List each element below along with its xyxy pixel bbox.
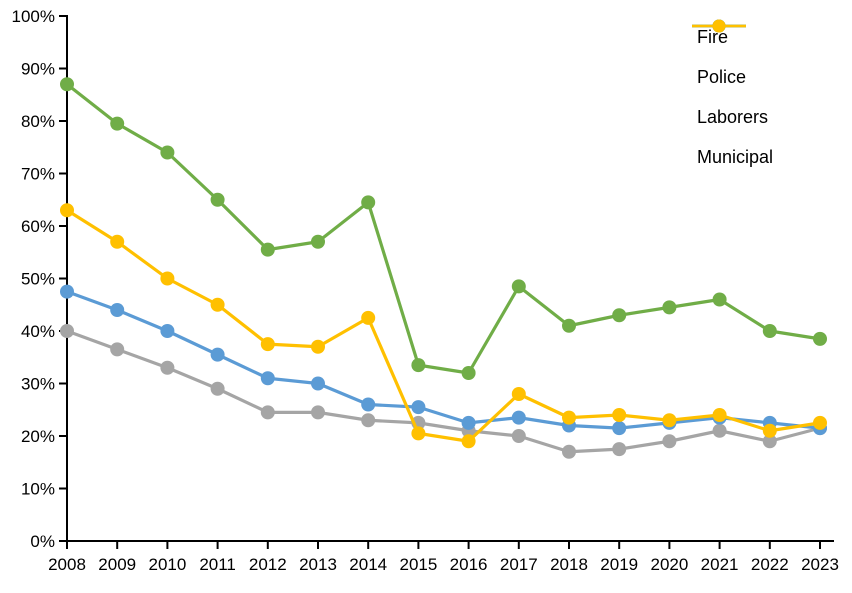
series-police-marker bbox=[361, 397, 376, 412]
series-police-marker bbox=[60, 284, 74, 299]
series-fire-marker bbox=[562, 444, 576, 459]
y-tick-label: 60% bbox=[21, 217, 55, 236]
series-police-marker bbox=[511, 410, 526, 425]
x-tick-label: 2013 bbox=[299, 555, 337, 574]
x-tick-label: 2019 bbox=[600, 555, 638, 574]
series-municipal-line bbox=[65, 208, 822, 443]
y-tick-label: 50% bbox=[21, 270, 55, 289]
series-fire-marker bbox=[612, 442, 627, 457]
series-police-marker bbox=[210, 347, 225, 362]
x-tick-label: 2021 bbox=[701, 555, 739, 574]
series-fire-marker bbox=[311, 405, 325, 420]
series-laborers-marker bbox=[210, 192, 225, 207]
x-tick-label: 2010 bbox=[148, 555, 186, 574]
y-tick-label: 90% bbox=[21, 60, 55, 79]
y-tick-label: 100% bbox=[12, 7, 55, 26]
series-fire-marker bbox=[260, 405, 275, 420]
series-police-marker bbox=[311, 376, 325, 391]
series-municipal-marker bbox=[762, 423, 777, 438]
series-laborers-marker bbox=[813, 331, 827, 346]
x-tick-label: 2014 bbox=[349, 555, 387, 574]
legend-item-laborers: Laborers bbox=[691, 19, 773, 137]
legend-item-municipal: Municipal bbox=[691, 19, 774, 177]
x-tick-label: 2020 bbox=[650, 555, 688, 574]
series-laborers-marker bbox=[712, 292, 727, 307]
y-tick-label: 10% bbox=[21, 480, 55, 499]
series-municipal-marker bbox=[210, 297, 225, 312]
legend-label: Laborers bbox=[697, 106, 769, 127]
x-tick-label: 2012 bbox=[249, 555, 287, 574]
y-tick-label: 40% bbox=[21, 322, 55, 341]
series-police-line bbox=[65, 290, 822, 430]
series-fire-marker bbox=[210, 381, 225, 396]
x-tick-label: 2008 bbox=[48, 555, 86, 574]
legend-swatch-municipal bbox=[692, 19, 746, 33]
series-municipal-marker bbox=[612, 408, 627, 422]
x-tick-label: 2022 bbox=[751, 555, 789, 574]
series-police-marker bbox=[461, 415, 476, 430]
series-municipal-marker bbox=[110, 234, 125, 249]
series-municipal-marker bbox=[411, 426, 426, 441]
series-police-marker bbox=[612, 421, 627, 436]
series-laborers-marker bbox=[461, 366, 476, 380]
series-laborers-marker bbox=[411, 358, 426, 373]
y-tick-label: 80% bbox=[21, 112, 55, 131]
series-municipal-marker bbox=[511, 387, 526, 401]
series-police-marker bbox=[411, 400, 426, 415]
series-police-marker bbox=[160, 324, 175, 338]
series-fire-line bbox=[65, 329, 822, 454]
series-municipal-marker bbox=[562, 410, 576, 425]
series-municipal-marker bbox=[813, 415, 827, 430]
series-laborers-marker bbox=[110, 116, 125, 131]
legend-marker bbox=[712, 19, 726, 33]
x-tick-label: 2015 bbox=[399, 555, 437, 574]
series-laborers-marker bbox=[60, 77, 74, 92]
legend-label: Municipal bbox=[697, 146, 774, 167]
series-fire-marker bbox=[712, 423, 727, 438]
series-fire-marker bbox=[160, 360, 175, 375]
x-tick-label: 2011 bbox=[199, 555, 236, 574]
series-laborers-marker bbox=[562, 318, 576, 333]
series-laborers-marker bbox=[260, 242, 275, 257]
legend-item-police: Police bbox=[691, 19, 773, 97]
x-tick-label: 2016 bbox=[450, 555, 488, 574]
series-fire-marker bbox=[762, 434, 777, 449]
series-municipal-marker bbox=[712, 408, 727, 422]
series-municipal-marker bbox=[260, 337, 275, 352]
y-tick-label: 0% bbox=[30, 532, 55, 551]
series-municipal-marker bbox=[662, 413, 677, 428]
series-laborers-line bbox=[65, 82, 822, 375]
series-police-marker bbox=[260, 371, 275, 386]
x-tick-label: 2017 bbox=[500, 555, 538, 574]
series-fire-marker bbox=[60, 324, 74, 338]
series-laborers-marker bbox=[361, 195, 376, 210]
series-laborers-marker bbox=[762, 324, 777, 338]
series-fire-marker bbox=[110, 342, 125, 357]
series-fire-marker bbox=[662, 434, 677, 449]
series-municipal-marker bbox=[311, 339, 325, 354]
series-fire-marker bbox=[361, 413, 376, 428]
series-police-marker bbox=[110, 303, 125, 317]
series-municipal-marker bbox=[361, 310, 376, 325]
series-fire-marker bbox=[511, 429, 526, 443]
series-laborers-marker bbox=[511, 279, 526, 294]
legend-label: Police bbox=[697, 66, 747, 87]
y-tick-label: 20% bbox=[21, 427, 55, 446]
series-municipal-marker bbox=[461, 434, 476, 449]
x-tick-label: 2018 bbox=[550, 555, 588, 574]
series-laborers-marker bbox=[311, 234, 325, 249]
series-municipal-marker bbox=[160, 271, 175, 286]
y-tick-label: 70% bbox=[21, 165, 55, 184]
y-tick-label: 30% bbox=[21, 375, 55, 394]
legend: Fire Police Laborers Municipal bbox=[691, 17, 773, 177]
x-tick-label: 2023 bbox=[801, 555, 839, 574]
series-laborers-marker bbox=[662, 300, 677, 315]
series-laborers-marker bbox=[612, 308, 627, 323]
series-laborers-marker bbox=[160, 145, 175, 160]
x-tick-label: 2009 bbox=[98, 555, 136, 574]
series-municipal-marker bbox=[60, 203, 74, 218]
